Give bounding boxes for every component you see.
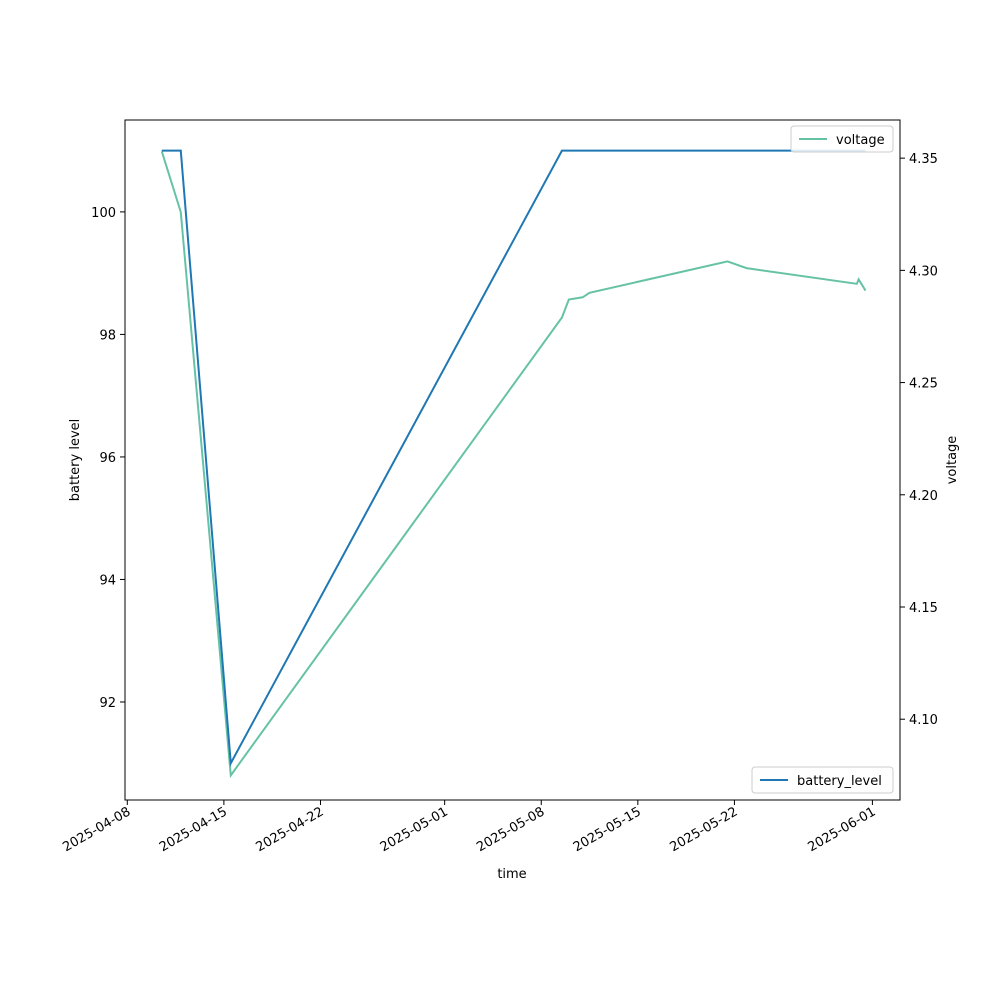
right-y-axis-label: voltage: [945, 436, 960, 485]
x-tick-label-20250515: 2025-05-15: [571, 804, 644, 855]
series-line-battery-level: [161, 149, 866, 767]
x-tick-label-20250601: 2025-06-01: [805, 804, 878, 855]
legend-voltage-label: voltage: [836, 133, 885, 148]
legend-voltage-box: [790, 125, 894, 153]
data-point-voltage-9: [856, 283, 858, 285]
axes: [124, 119, 901, 801]
right-y-tick-label-4.20: 4.20: [909, 489, 938, 504]
right-y-tick-label-4.15: 4.15: [909, 601, 938, 616]
right-y-tick-label-4.10: 4.10: [909, 713, 938, 728]
data-point-battery-level-3: [561, 150, 563, 152]
left-y-tick-label-100: 100: [91, 206, 116, 221]
data-point-voltage-5: [582, 296, 584, 298]
left-y-tick-label-96: 96: [99, 451, 116, 466]
left-y-tick-label-94: 94: [99, 573, 116, 588]
left-y-axis-ticks: 92 94 96 98 100: [91, 206, 125, 711]
right-y-tick-label-4.25: 4.25: [909, 377, 938, 392]
data-point-voltage-3: [561, 317, 563, 319]
legend-battery-level-label: battery_level: [797, 774, 882, 789]
right-y-tick-label-4.35: 4.35: [909, 152, 938, 167]
left-y-tick-label-92: 92: [99, 696, 116, 711]
data-point-voltage-2: [230, 775, 232, 777]
data-point-battery-level-0: [161, 150, 163, 152]
data-point-voltage-6: [589, 292, 591, 294]
x-tick-label-20250501: 2025-05-01: [378, 804, 451, 855]
x-tick-label-20250415: 2025-04-15: [157, 804, 230, 855]
x-axis-label: time: [497, 867, 526, 882]
data-point-battery-level-1: [180, 150, 182, 152]
legend-battery-level-box: [751, 766, 894, 794]
data-point-voltage-1: [180, 211, 182, 213]
data-point-battery-level-2: [230, 762, 232, 764]
x-axis-ticks: 2025-04-08 2025-04-15 2025-04-22 2025-05-01…: [60, 800, 878, 855]
data-point-voltage-11: [865, 290, 867, 292]
legend-voltage: voltage: [790, 125, 894, 153]
left-y-tick-label-98: 98: [99, 328, 116, 343]
right-y-axis-ticks: 4.10 4.15 4.20 4.25 4.30 4.35: [900, 152, 938, 728]
legend-battery-level: battery_level: [751, 766, 894, 794]
x-tick-label-20250522: 2025-05-22: [667, 804, 740, 855]
left-y-axis-label: battery level: [68, 419, 83, 502]
x-tick-label-20250508: 2025-05-08: [474, 804, 547, 855]
data-point-voltage-8: [746, 267, 748, 269]
plot-frame: [124, 119, 901, 801]
data-point-voltage-4: [568, 299, 570, 301]
data-point-voltage-7: [727, 261, 729, 263]
x-tick-label-20250408: 2025-04-08: [60, 804, 133, 855]
data-point-voltage-10: [858, 279, 860, 281]
x-tick-label-20250422: 2025-04-22: [254, 804, 327, 855]
series-line-voltage: [160, 151, 867, 779]
right-y-tick-label-4.30: 4.30: [909, 264, 938, 279]
plot-area: [160, 149, 867, 779]
